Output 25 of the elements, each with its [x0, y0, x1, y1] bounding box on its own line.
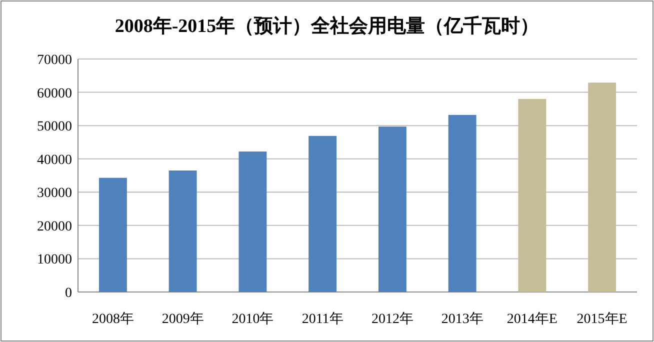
bar	[98, 178, 127, 292]
bar	[378, 126, 406, 292]
bar	[168, 170, 197, 292]
y-tick-label: 0	[65, 286, 72, 301]
y-tick-label: 30000	[37, 186, 72, 202]
x-tick-label: 2010年	[232, 311, 274, 327]
x-tick-label: 2013年	[441, 311, 484, 327]
x-tick-label: 2009年	[162, 311, 204, 327]
x-tick-label: 2015年E	[576, 311, 628, 327]
x-tick-label: 2011年	[302, 311, 344, 327]
bar	[238, 152, 267, 292]
bar	[448, 114, 476, 292]
y-tick-label: 50000	[37, 120, 72, 135]
x-tick-label: 2008年	[92, 311, 134, 327]
y-tick-label: 40000	[37, 152, 72, 168]
y-tick-label: 20000	[37, 219, 72, 234]
y-tick-label: 10000	[37, 252, 72, 268]
bar	[308, 136, 337, 292]
bar	[518, 98, 546, 292]
chart-title: 2008年-2015年（预计）全社会用电量（亿千瓦时）	[114, 15, 540, 37]
bar	[588, 82, 616, 292]
y-tick-label: 60000	[37, 86, 72, 102]
y-tick-label: 70000	[37, 53, 72, 68]
x-tick-label: 2014年E	[506, 311, 558, 327]
x-tick-label: 2012年	[371, 311, 414, 327]
